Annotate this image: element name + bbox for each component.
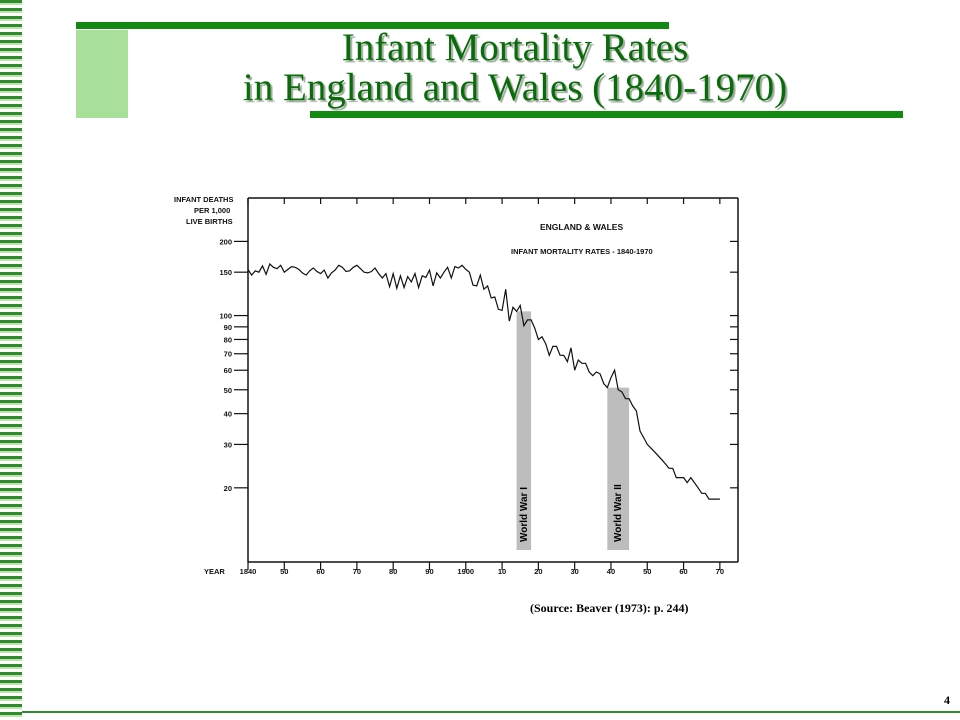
war-label-0: World War I: [519, 487, 530, 542]
x-tick-label-9: 30: [570, 567, 578, 576]
x-tick-label-6: 1900: [457, 567, 474, 576]
x-tick-label-0: 1840: [240, 567, 257, 576]
slide-title: Infant Mortality Rates in England and Wa…: [150, 28, 880, 108]
y-tick-label-2: 100: [219, 312, 232, 321]
y-axis-label-line1: INFANT DEATHS: [174, 195, 233, 204]
x-tick-label-11: 50: [643, 567, 651, 576]
y-tick-label-8: 40: [224, 410, 232, 419]
x-axis-label: YEAR: [204, 567, 225, 576]
y-tick-label-5: 70: [224, 350, 232, 359]
x-tick-label-2: 60: [316, 567, 324, 576]
y-tick-label-6: 60: [224, 366, 232, 375]
infant-mortality-chart: World War I World War II 200 150 100 90 80 70 6…: [174, 195, 739, 576]
y-tick-label-1: 150: [219, 268, 232, 277]
y-tick-label-3: 90: [224, 323, 232, 332]
footer-line: [22, 711, 960, 713]
war-band-1: [607, 387, 630, 550]
x-tick-label-8: 20: [534, 567, 542, 576]
y-tick-label-7: 50: [224, 386, 232, 395]
title-accent-block: [76, 30, 128, 118]
left-decorative-stripe: [0, 0, 22, 720]
x-tick-label-10: 40: [607, 567, 615, 576]
x-tick-label-1: 50: [280, 567, 288, 576]
war-label-1: World War II: [613, 484, 624, 542]
x-tick-label-5: 90: [425, 567, 433, 576]
y-axis-label-line3: LIVE BIRTHS: [186, 217, 233, 226]
x-tick-label-13: 70: [716, 567, 724, 576]
slide-title-line1: Infant Mortality Rates: [341, 26, 689, 69]
x-tick-label-7: 10: [498, 567, 506, 576]
y-tick-label-10: 20: [224, 484, 232, 493]
slide-title-line2: in England and Wales (1840-1970): [242, 66, 788, 109]
title-bar-top: [76, 22, 669, 29]
chart-title: ENGLAND & WALES: [540, 222, 623, 232]
page-number: 4: [944, 693, 950, 707]
chart-subtitle: INFANT MORTALITY RATES - 1840-1970: [511, 247, 653, 256]
y-tick-label-9: 30: [224, 440, 232, 449]
x-tick-label-3: 70: [353, 567, 361, 576]
title-bar-bottom: [310, 111, 903, 118]
y-tick-label-0: 200: [219, 237, 232, 246]
x-tick-label-12: 60: [679, 567, 687, 576]
y-tick-label-4: 80: [224, 335, 232, 344]
x-tick-label-4: 80: [389, 567, 397, 576]
y-axis-label-line2: PER 1,000: [194, 206, 230, 215]
series-line-mortality: [247, 262, 720, 500]
war-band-0: [516, 311, 532, 550]
source-citation: (Source: Beaver (1973): p. 244): [530, 601, 689, 615]
